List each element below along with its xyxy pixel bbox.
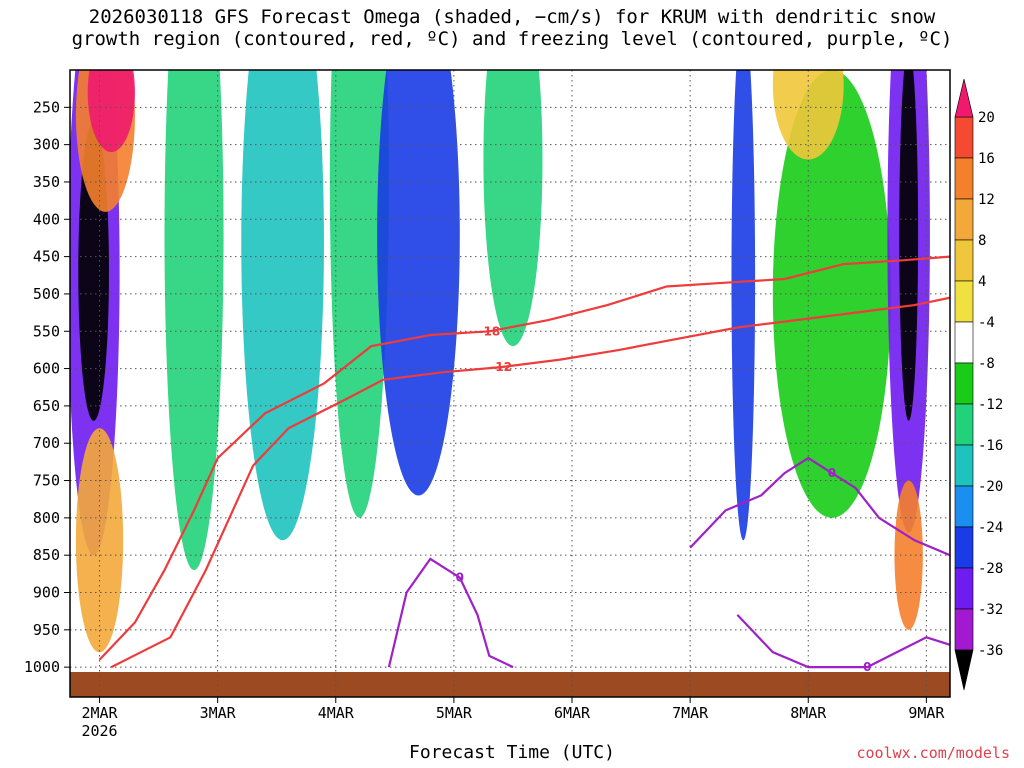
y-tick-label-1000: 1000 [24,658,60,676]
colorbar-top-arrow [954,78,974,118]
colorbar-label-10: -24 [978,520,1003,536]
freezing-contour-2 [736,614,950,669]
y-tick-label-700: 700 [33,434,60,452]
y-tick-label-800: 800 [33,509,60,527]
colorbar-label-8: -16 [978,438,1003,454]
omega-cell-10 [731,70,756,541]
x-tick-label-9MAR: 9MAR [908,704,945,722]
y-tick-label-600: 600 [33,360,60,378]
colorbar-swatch-4 [954,280,974,323]
contour-lines: -18 -12 0 0 0 [98,255,950,674]
x-tick-year: 2026 [81,722,117,740]
colorbar-label-6: -8 [978,356,995,372]
dgz-contour-0-label: -18 [478,324,500,338]
omega-cell-8 [377,70,460,496]
y-axis-ticks: 250 300 350 400 450 500 550 600 650 700 750 800 850 9… [24,98,70,676]
dgz-contour-0 [98,255,950,661]
colorbar-label-11: -28 [978,561,1003,577]
colorbar-label-3: 8 [978,233,986,249]
dgz-contour-1 [110,296,950,669]
y-tick-label-950: 950 [33,621,60,639]
omega-cell-9 [483,70,543,347]
omega-cell-15 [894,480,923,630]
omega-cell-3 [87,70,135,153]
chart-title: 2026030118 GFS Forecast Omega (shaded, −… [0,6,1024,50]
y-tick-label-500: 500 [33,285,60,303]
omega-cell-6 [241,70,324,541]
colorbar-swatch-7 [954,403,974,446]
colorbar-label-12: -32 [978,602,1003,618]
grid-lines [70,70,950,697]
omega-cell-14 [772,70,844,160]
freezing-contour-1-label: 0 [828,466,836,480]
plot-frame [69,69,951,698]
y-tick-label-300: 300 [33,136,60,154]
title-line-1: 2026030118 GFS Forecast Omega (shaded, −… [88,6,936,28]
y-tick-label-550: 550 [33,322,60,340]
y-tick-label-400: 400 [33,210,60,228]
x-tick-label-7MAR: 7MAR [672,704,709,722]
y-tick-label-850: 850 [33,546,60,564]
dgz-contour-1-label: -12 [490,360,512,374]
x-tick-label-5MAR: 5MAR [436,704,473,722]
colorbar-label-0: 20 [978,110,995,126]
y-tick-label-450: 450 [33,248,60,266]
omega-cell-7 [329,70,389,518]
colorbar-label-5: -4 [978,315,995,331]
x-tick-label-6MAR: 6MAR [554,704,591,722]
x-tick-label-4MAR: 4MAR [318,704,355,722]
x-tick-label-3MAR: 3MAR [200,704,237,722]
colorbar-swatch-1 [954,157,974,200]
colorbar-swatch-2 [954,198,974,241]
colorbar-label-13: -36 [978,643,1003,659]
colorbar-swatch-12 [954,608,974,651]
freezing-contour-0 [387,557,514,669]
y-tick-label-750: 750 [33,472,60,490]
colorbar-bottom-arrow [954,649,974,691]
colorbar-label-4: 4 [978,274,986,290]
colorbar-label-2: 12 [978,192,995,208]
colorbar-label-7: -12 [978,397,1003,413]
colorbar-label-1: 16 [978,151,995,167]
freezing-contour-1 [689,456,950,557]
y-tick-label-250: 250 [33,98,60,116]
omega-cell-5 [164,70,224,571]
colorbar-swatch-9 [954,485,974,528]
y-tick-label-900: 900 [33,584,60,602]
freezing-contour-2-label: 0 [863,660,871,674]
colorbar-swatch-0 [954,116,974,159]
x-axis-ticks: 2MAR 3MAR 4MAR 5MAR 6MAR 7MAR 8MAR 9MAR 2026 [81,697,945,740]
credit-link[interactable]: coolwx.com/models [856,744,1010,762]
title-line-2: growth region (contoured, red, ºC) and f… [71,28,953,50]
ground-fill [70,672,950,697]
omega-cell-13 [899,70,919,421]
colorbar-label-9: -20 [978,479,1003,495]
colorbar-swatch-8 [954,444,974,487]
x-axis-label: Forecast Time (UTC) [409,742,615,763]
colorbar-swatch-3 [954,239,974,282]
colorbar-swatch-10 [954,526,974,569]
x-tick-label-2MAR: 2MAR [81,704,118,722]
colorbar-swatch-11 [954,567,974,610]
freezing-contour-0-label: 0 [456,571,464,585]
colorbar-swatch-5 [954,321,974,364]
y-tick-label-350: 350 [33,173,60,191]
x-tick-label-8MAR: 8MAR [790,704,827,722]
colorbar: 20 16 12 8 4 -4 -8 -12 -16 -20 -24 -28 -32 -36 [954,78,1003,691]
colorbar-swatch-6 [954,362,974,405]
y-tick-label-650: 650 [33,397,60,415]
